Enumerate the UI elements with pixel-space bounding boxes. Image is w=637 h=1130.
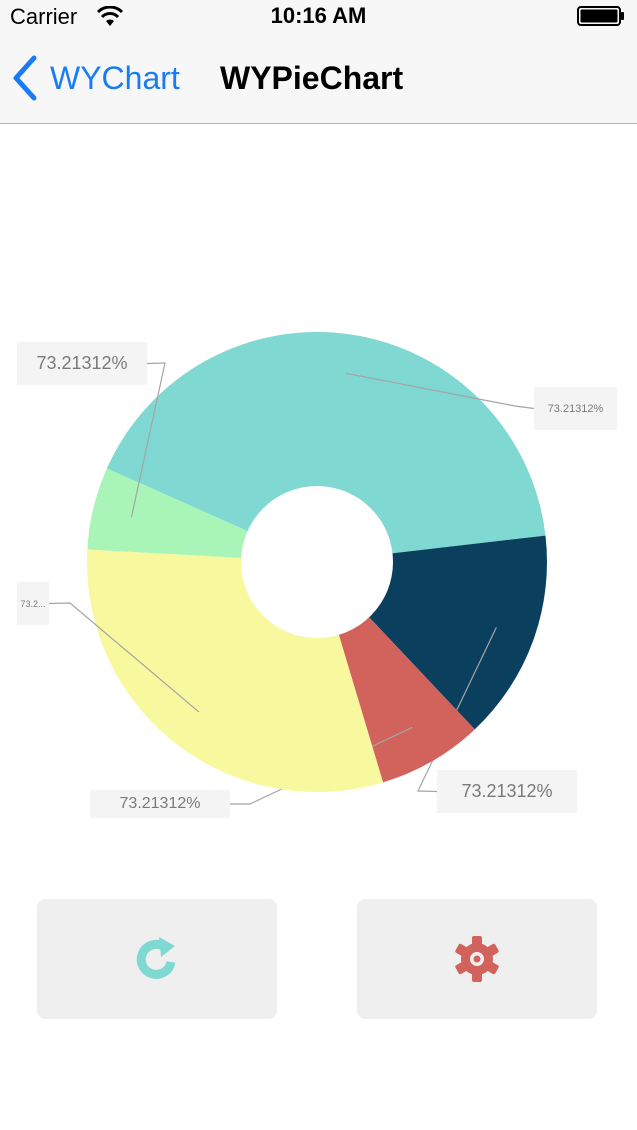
- pie-leader-line: [130, 362, 166, 518]
- refresh-icon: [136, 937, 176, 979]
- pie-leader-line: [345, 372, 535, 410]
- pie-slice[interactable]: [106, 332, 546, 562]
- carrier-label: Carrier: [10, 4, 78, 29]
- pie-slice-label: 73.21312%: [437, 770, 577, 813]
- pie-slice-label: 73.2...: [17, 582, 49, 625]
- pie-leader-line: [48, 602, 200, 713]
- back-button[interactable]: WYChart: [10, 52, 180, 104]
- pie-slice-label: 73.21312%: [17, 342, 147, 385]
- battery-icon: [577, 6, 624, 26]
- page-title: WYPieChart: [220, 60, 404, 96]
- pie-slice-label: 73.21312%: [534, 387, 617, 430]
- wifi-icon: [96, 6, 124, 26]
- navigation-bar: WYChart WYPieChart: [0, 34, 637, 124]
- back-button-label: WYChart: [50, 59, 180, 96]
- chevron-left-icon: [13, 55, 37, 101]
- pie-chart[interactable]: 73.21312% 73.21312% 73.21312% 73.2... 73.213…: [0, 124, 637, 884]
- pie-chart-canvas: [48, 332, 547, 805]
- donut-hole: [241, 486, 393, 638]
- status-bar: Carrier 10:16 AM: [0, 0, 637, 34]
- pie-slice-label: 73.21312%: [90, 790, 230, 818]
- pie-leader-line: [417, 627, 497, 793]
- status-time: 10:16 AM: [270, 3, 367, 28]
- refresh-button[interactable]: [37, 899, 277, 1019]
- gear-icon: [455, 936, 499, 982]
- settings-button[interactable]: [357, 899, 597, 1019]
